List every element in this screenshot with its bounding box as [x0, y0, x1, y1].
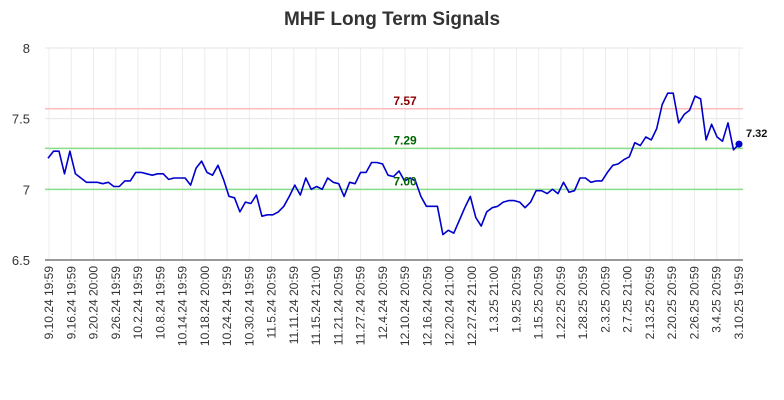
- x-tick-label: 10.14.24 19:59: [176, 266, 190, 346]
- grid: [45, 47, 743, 261]
- x-tick-label: 3.4.25 20:59: [710, 266, 724, 333]
- x-tick-label: 11.11.24 20:59: [287, 266, 301, 345]
- x-tick-label: 12.16.24 20:59: [420, 266, 434, 346]
- x-tick-label: 1.15.25 20:59: [532, 266, 546, 340]
- x-tick-label: 1.3.25 21:00: [487, 266, 501, 333]
- x-tick-label: 9.26.24 19:59: [109, 266, 123, 340]
- x-tick-label: 1.22.25 20:59: [554, 266, 568, 340]
- series-line: [47, 92, 740, 236]
- x-tick-label: 10.8.24 19:59: [153, 266, 167, 340]
- x-tick-label: 1.28.25 20:59: [576, 266, 590, 340]
- x-tick-label: 10.24.24 19:59: [220, 266, 234, 346]
- x-tick-label: 9.20.24 20:00: [87, 266, 101, 340]
- last-point-marker: [735, 140, 743, 148]
- x-tick-label: 10.2.24 19:59: [131, 266, 145, 340]
- x-tick-label: 12.27.24 21:00: [465, 266, 479, 346]
- x-tick-label: 11.5.24 20:59: [265, 266, 279, 339]
- series: [47, 92, 743, 236]
- x-tick-label: 1.9.25 20:59: [509, 266, 523, 333]
- x-tick-label: 2.7.25 21:00: [621, 266, 635, 333]
- x-tick-label: 3.10.25 19:59: [732, 266, 746, 340]
- y-tick-label: 7: [23, 182, 30, 197]
- y-tick-label: 7.5: [12, 112, 30, 127]
- y-tick-label: 8: [23, 41, 30, 56]
- x-tick-label: 10.18.24 20:00: [198, 266, 212, 346]
- reference-line-label: 7.57: [393, 94, 417, 108]
- x-tick-label: 2.20.25 20:59: [665, 266, 679, 340]
- x-tick-label: 2.26.25 20:59: [687, 266, 701, 340]
- x-tick-label: 2.13.25 20:59: [643, 266, 657, 340]
- x-tick-label: 10.30.24 19:59: [242, 266, 256, 346]
- chart-title: MHF Long Term Signals: [284, 9, 500, 30]
- x-tick-label: 11.21.24 20:59: [331, 266, 345, 346]
- x-tick-label: 9.16.24 19:59: [64, 266, 78, 340]
- x-tick-label: 12.10.24 20:59: [398, 266, 412, 346]
- x-tick-label: 11.27.24 20:59: [354, 266, 368, 346]
- reference-lines: [45, 108, 743, 191]
- reference-line-label: 7.00: [393, 174, 417, 188]
- x-tick-label: 12.20.24 21:00: [443, 266, 457, 346]
- x-tick-label: 9.10.24 19:59: [42, 266, 56, 340]
- x-tick-label: 12.4.24 20:59: [376, 266, 390, 340]
- last-value-label: 7.32: [746, 128, 767, 140]
- x-tick-label: 11.15.24 21:00: [309, 266, 323, 346]
- reference-line-label: 7.29: [393, 133, 417, 147]
- labels: 7.57 7.29 7.00 7.32: [393, 94, 767, 189]
- x-tick-label: 2.3.25 20:59: [598, 266, 612, 333]
- y-tick-label: 6.5: [12, 253, 30, 268]
- axes: 6.5 7 7.5 8 9.10.24 19:59 9.16.24 19:59 9.20.2…: [12, 41, 746, 346]
